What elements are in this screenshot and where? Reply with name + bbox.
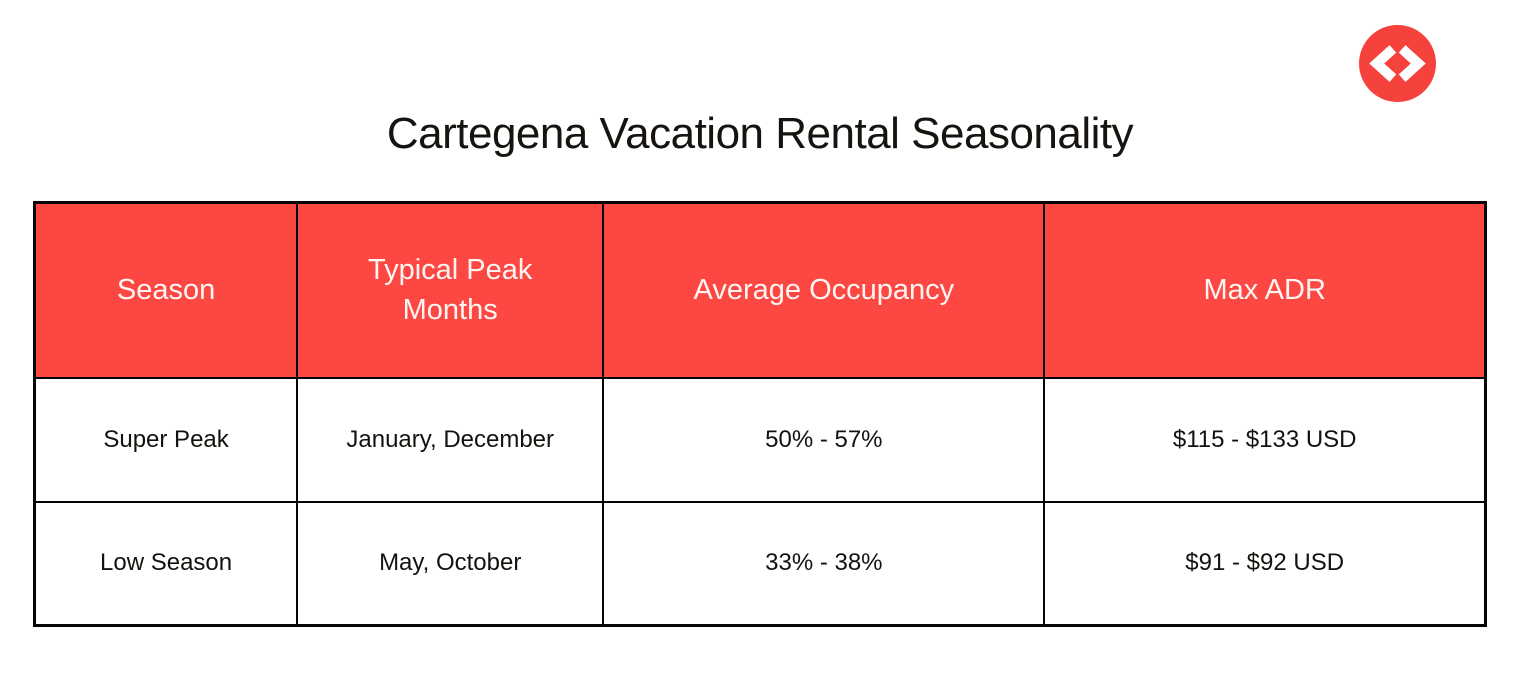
code-brackets-logo	[1359, 25, 1436, 102]
page-title: Cartegena Vacation Rental Seasonality	[386, 109, 1134, 158]
table-header-row: Season Typical Peak Months Average Occup…	[33, 201, 1487, 379]
cell-average-occupancy: 33% - 38%	[602, 500, 1046, 627]
cell-season: Low Season	[33, 500, 299, 627]
column-header-season: Season	[33, 201, 299, 379]
cell-peak-months: January, December	[296, 376, 605, 503]
seasonality-table: Season Typical Peak Months Average Occup…	[33, 201, 1487, 627]
cell-max-adr: $91 - $92 USD	[1043, 500, 1487, 627]
table-row: Low Season May, October 33% - 38% $91 - …	[33, 500, 1487, 627]
table-row: Super Peak January, December 50% - 57% $…	[33, 376, 1487, 503]
column-header-average-occupancy: Average Occupancy	[602, 201, 1046, 379]
cell-max-adr: $115 - $133 USD	[1043, 376, 1487, 503]
code-brackets-icon	[1359, 25, 1436, 102]
cell-peak-months: May, October	[296, 500, 605, 627]
column-header-typical-peak-months: Typical Peak Months	[296, 201, 605, 379]
column-header-max-adr: Max ADR	[1043, 201, 1487, 379]
cell-season: Super Peak	[33, 376, 299, 503]
cell-average-occupancy: 50% - 57%	[602, 376, 1046, 503]
